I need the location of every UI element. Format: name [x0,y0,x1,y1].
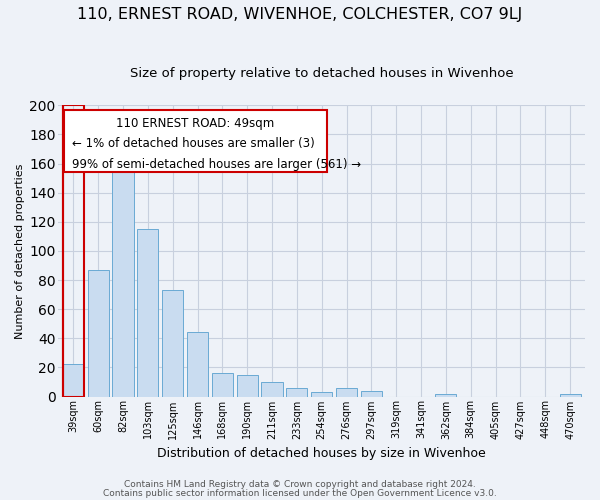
Bar [162,290,183,397]
Title: Size of property relative to detached houses in Wivenhoe: Size of property relative to detached ho… [130,68,514,80]
Bar [436,394,457,396]
Bar [63,106,84,397]
Bar [560,394,581,396]
Bar [361,390,382,396]
FancyBboxPatch shape [64,110,327,172]
X-axis label: Distribution of detached houses by size in Wivenhoe: Distribution of detached houses by size … [157,447,486,460]
Bar [336,388,357,396]
Text: ← 1% of detached houses are smaller (3): ← 1% of detached houses are smaller (3) [71,138,314,150]
Bar [137,229,158,396]
Text: 110 ERNEST ROAD: 49sqm: 110 ERNEST ROAD: 49sqm [116,117,274,130]
Bar [212,373,233,396]
Text: 110, ERNEST ROAD, WIVENHOE, COLCHESTER, CO7 9LJ: 110, ERNEST ROAD, WIVENHOE, COLCHESTER, … [77,8,523,22]
Bar [112,152,134,396]
Bar [236,374,258,396]
Bar [262,382,283,396]
Bar [187,332,208,396]
Text: Contains public sector information licensed under the Open Government Licence v3: Contains public sector information licen… [103,488,497,498]
Bar [311,392,332,396]
Text: Contains HM Land Registry data © Crown copyright and database right 2024.: Contains HM Land Registry data © Crown c… [124,480,476,489]
Bar [286,388,307,396]
Y-axis label: Number of detached properties: Number of detached properties [15,163,25,338]
Bar [63,364,84,396]
Text: 99% of semi-detached houses are larger (561) →: 99% of semi-detached houses are larger (… [71,158,361,170]
Bar [88,270,109,396]
